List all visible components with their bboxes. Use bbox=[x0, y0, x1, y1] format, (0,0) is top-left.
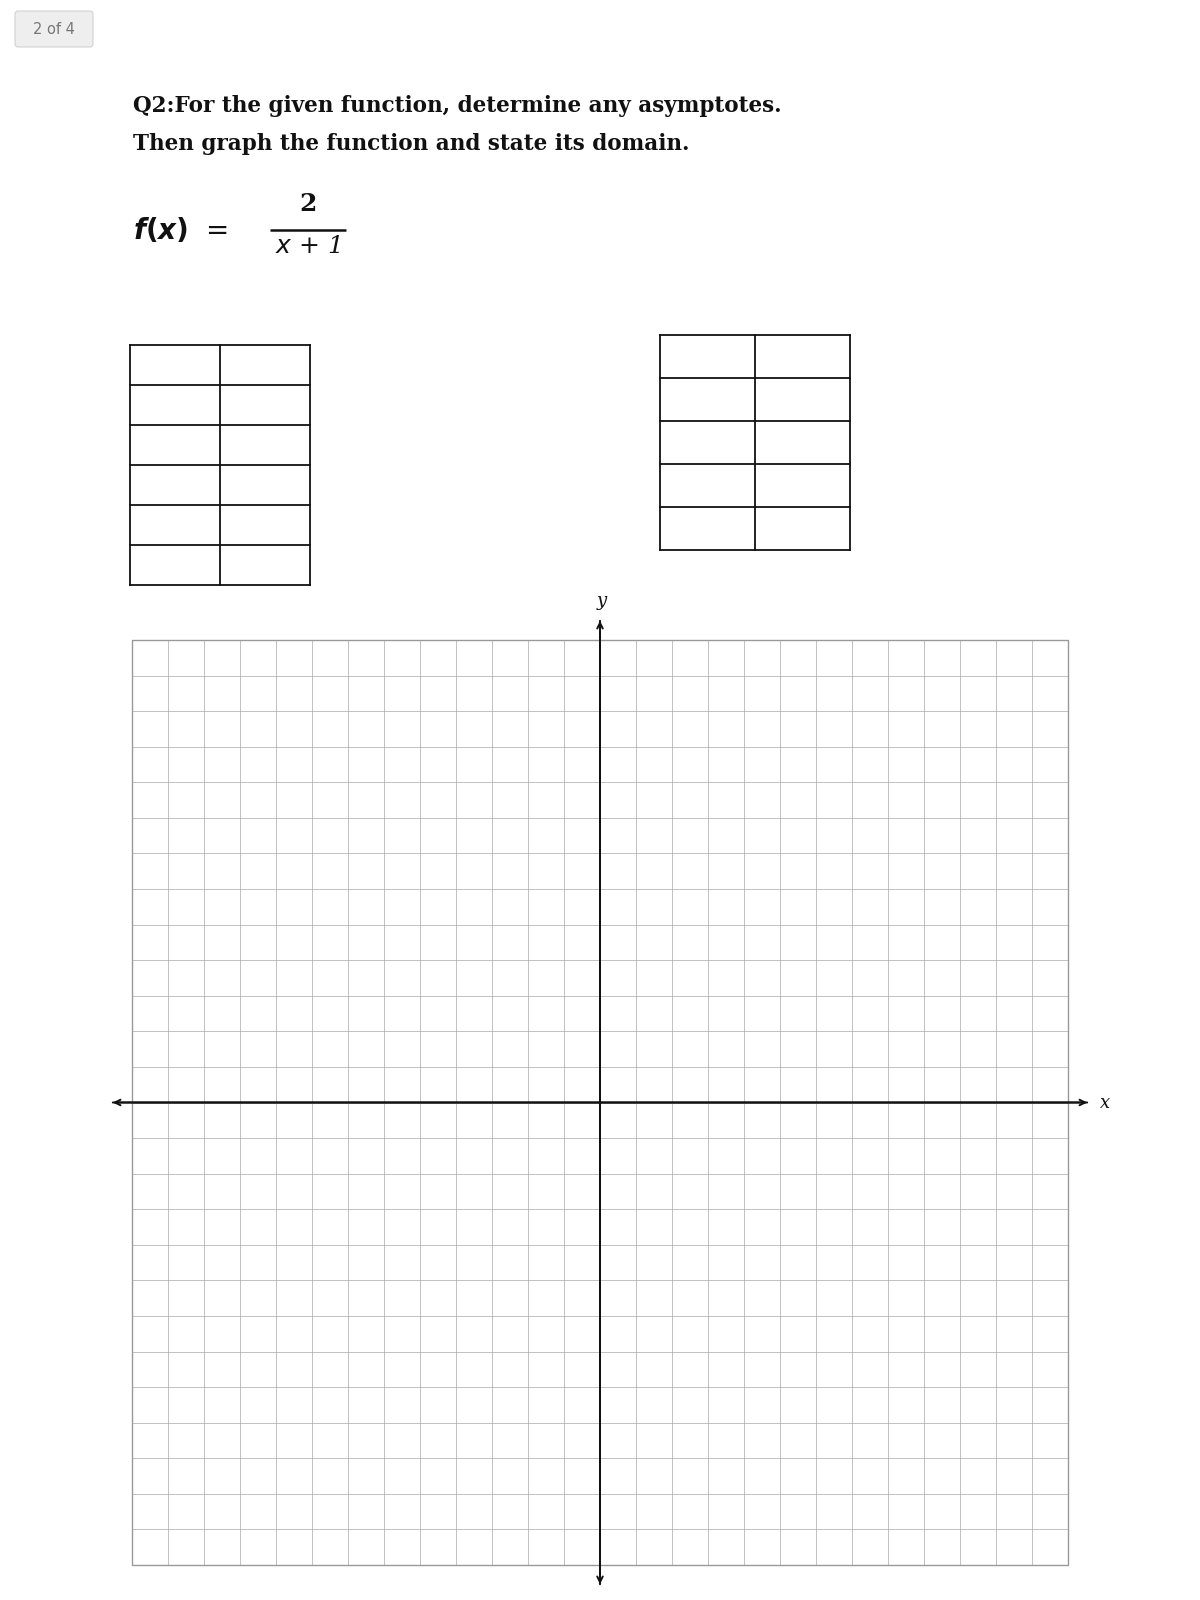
Text: 2 of 4: 2 of 4 bbox=[34, 21, 74, 37]
Text: $x$ + 1: $x$ + 1 bbox=[275, 235, 341, 258]
FancyBboxPatch shape bbox=[14, 11, 94, 46]
Text: x: x bbox=[1100, 1093, 1110, 1112]
Text: Then graph the function and state its domain.: Then graph the function and state its do… bbox=[133, 133, 690, 155]
Text: 2: 2 bbox=[299, 192, 317, 216]
Bar bbox=[132, 640, 1068, 1565]
Text: $\boldsymbol{f(x)}$  =: $\boldsymbol{f(x)}$ = bbox=[133, 216, 228, 245]
Text: y: y bbox=[596, 592, 607, 610]
Text: Q2:For the given function, determine any asymptotes.: Q2:For the given function, determine any… bbox=[133, 94, 781, 117]
